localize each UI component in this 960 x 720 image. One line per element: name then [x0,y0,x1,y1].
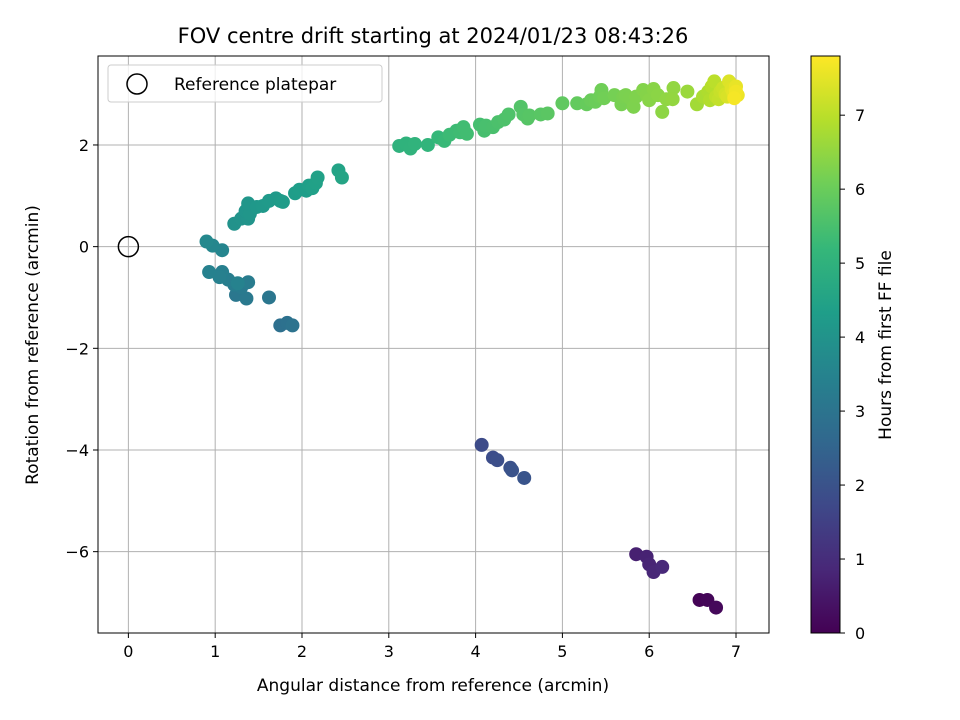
data-point [230,276,245,291]
data-point [239,291,254,306]
y-tick-label: 2 [79,136,89,155]
y-axis-label: Rotation from reference (arcmin) [23,205,43,485]
data-point [212,270,227,285]
data-point [655,104,670,119]
colorbar-tick-label: 1 [855,550,865,569]
y-tick-label: −2 [65,339,89,358]
colorbar-tick-label: 2 [855,476,865,495]
colorbar-ticks: 0 1 2 3 4 5 6 7 [840,106,865,643]
data-point [665,92,680,107]
plot-frame [97,55,770,634]
data-point [310,170,325,185]
data-point [655,559,670,574]
data-point [199,234,214,249]
colorbar [810,55,841,634]
data-point [522,108,537,123]
data-point [420,137,435,152]
y-tick-label: −4 [65,441,89,460]
colorbar-tick-label: 4 [855,328,865,347]
reference-platepar-marker [117,235,140,258]
colorbar-label: Hours from first FF file [876,250,896,440]
legend-label-reference: Reference platepar [174,75,336,95]
data-point [241,275,256,290]
y-tick-label: −6 [65,543,89,562]
data-point [680,84,695,99]
colorbar-tick-label: 0 [855,624,865,643]
data-point [666,81,681,96]
y-tick-label: 0 [79,238,89,257]
colorbar-tick-label: 5 [855,254,865,273]
data-point [709,600,724,615]
x-axis-label: Angular distance from reference (arcmin) [257,676,609,696]
x-tick-label: 0 [123,642,133,661]
colorbar-tick-label: 7 [855,106,865,125]
x-tick-label: 4 [471,642,481,661]
data-point [540,106,555,121]
data-point [334,170,349,185]
data-point [202,265,217,280]
legend-box [107,64,383,103]
x-axis-ticks: 0 1 2 3 4 5 6 7 [123,633,741,661]
data-point [501,107,516,122]
x-tick-label: 7 [731,642,741,661]
data-point [505,463,520,478]
legend-marker-reference [126,73,148,95]
legend: Reference platepar [107,64,383,103]
x-tick-label: 2 [297,642,307,661]
data-point [262,290,277,305]
data-point [727,91,742,106]
data-point [474,437,489,452]
colorbar-tick-label: 3 [855,402,865,421]
x-tick-label: 6 [644,642,654,661]
data-point [407,136,422,151]
data-point [275,194,290,209]
data-points [199,74,745,615]
data-point [517,470,532,485]
x-tick-label: 1 [210,642,220,661]
data-point [490,453,505,468]
x-tick-label: 3 [384,642,394,661]
y-axis-ticks: −6 −4 −2 0 2 [65,136,98,562]
data-point [459,126,474,141]
data-point [285,318,300,333]
data-point [555,96,570,111]
chart-title: FOV centre drift starting at 2024/01/23 … [178,24,689,48]
colorbar-tick-label: 6 [855,180,865,199]
x-tick-label: 5 [557,642,567,661]
